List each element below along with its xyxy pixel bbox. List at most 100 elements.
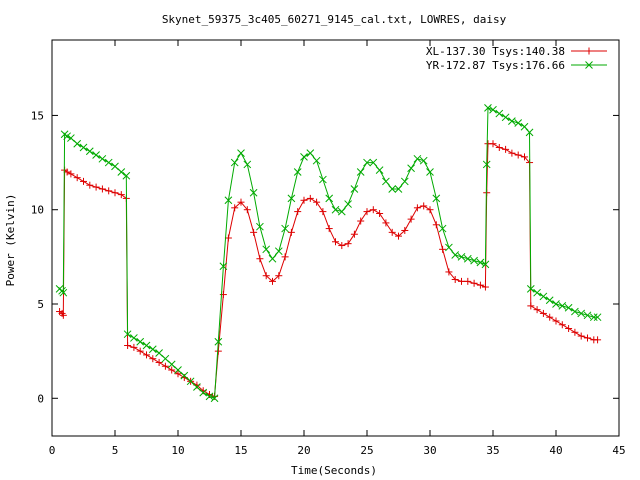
data-point: [350, 185, 359, 193]
data-point: [224, 234, 232, 242]
data-point: [356, 168, 365, 176]
data-point: [269, 277, 276, 285]
legend-label: XL-137.30 Tsys:140.38: [426, 45, 565, 58]
y-tick-label: 15: [31, 109, 44, 122]
data-point: [243, 206, 251, 214]
data-point: [180, 371, 189, 380]
data-point: [256, 255, 264, 263]
data-point: [344, 240, 352, 248]
data-point: [458, 277, 465, 285]
data-point: [98, 185, 106, 193]
data-point: [293, 168, 302, 176]
data-point: [539, 292, 548, 301]
data-point: [205, 392, 214, 401]
data-point: [313, 198, 321, 206]
data-point: [501, 113, 510, 122]
data-point: [174, 370, 182, 378]
data-point: [363, 158, 371, 167]
data-point: [482, 160, 491, 169]
data-point: [123, 330, 132, 339]
data-point: [224, 196, 233, 205]
data-point: [407, 164, 415, 173]
data-point: [470, 279, 478, 287]
data-point: [382, 219, 390, 227]
data-point: [577, 332, 585, 340]
axes: 0 5 10 15 20 25 30 35 40 45 0 5 10 15: [31, 39, 626, 457]
data-point: [312, 156, 321, 165]
data-point: [539, 309, 547, 317]
x-tick-label: 0: [49, 444, 56, 457]
data-point: [59, 311, 67, 319]
data-point: [419, 156, 428, 165]
data-point: [274, 247, 283, 256]
data-point: [111, 162, 119, 171]
chart-title: Skynet_59375_3c405_60271_9145_cal.txt, L…: [162, 13, 507, 26]
data-point: [281, 253, 289, 261]
data-point: [514, 119, 523, 127]
data-point: [287, 228, 295, 236]
data-point: [476, 258, 485, 267]
data-point: [489, 140, 497, 148]
data-point: [262, 272, 270, 280]
data-point: [464, 277, 472, 285]
data-point: [214, 337, 223, 346]
data-point: [105, 187, 113, 195]
data-point: [451, 251, 460, 259]
data-point: [210, 394, 219, 403]
y-axis-label: Power (Kelvin): [4, 194, 17, 287]
legend-label: YR-172.87 Tsys:176.66: [426, 59, 565, 72]
x-tick-label: 15: [234, 444, 247, 457]
data-point: [256, 222, 264, 231]
data-point: [230, 158, 239, 167]
data-point: [451, 275, 459, 283]
data-point: [463, 254, 472, 263]
data-point: [155, 349, 163, 357]
data-point: [439, 245, 447, 253]
x-tick-label: 45: [612, 444, 625, 457]
data-point: [508, 149, 516, 157]
data-point: [388, 185, 397, 193]
data-point: [369, 206, 377, 214]
x-tick-label: 30: [423, 444, 436, 457]
data-point: [375, 166, 384, 174]
data-point: [481, 283, 489, 291]
legend-marker: [585, 61, 593, 69]
series-line: [59, 107, 598, 400]
data-point: [268, 254, 277, 263]
data-point: [306, 149, 315, 157]
data-point: [325, 225, 333, 233]
data-point: [552, 300, 560, 308]
data-point: [502, 145, 510, 153]
data-point: [583, 311, 592, 320]
data-point: [193, 383, 201, 391]
data-point: [533, 288, 541, 297]
x-tick-label: 10: [171, 444, 184, 457]
data-point: [168, 366, 176, 374]
data-point: [300, 153, 308, 161]
data-point: [136, 347, 144, 355]
data-point: [332, 238, 339, 246]
data-point: [577, 309, 586, 318]
data-point: [300, 196, 308, 204]
x-tick-label: 35: [486, 444, 499, 457]
series-layer: [55, 104, 602, 403]
data-point: [457, 253, 466, 261]
y-tick-label: 10: [31, 204, 44, 217]
data-point: [432, 221, 440, 229]
data-point: [420, 202, 428, 210]
data-point: [136, 337, 145, 346]
data-point: [571, 307, 579, 316]
data-point: [369, 158, 378, 167]
data-point: [249, 188, 258, 197]
data-point: [130, 334, 138, 342]
data-point: [470, 256, 478, 265]
data-point: [86, 181, 94, 189]
data-point: [281, 224, 289, 233]
data-point: [394, 185, 403, 193]
data-point: [143, 351, 150, 359]
x-tick-label: 20: [297, 444, 310, 457]
data-point: [552, 317, 560, 325]
data-point: [484, 104, 492, 112]
data-point: [489, 105, 497, 114]
data-point: [565, 325, 573, 333]
